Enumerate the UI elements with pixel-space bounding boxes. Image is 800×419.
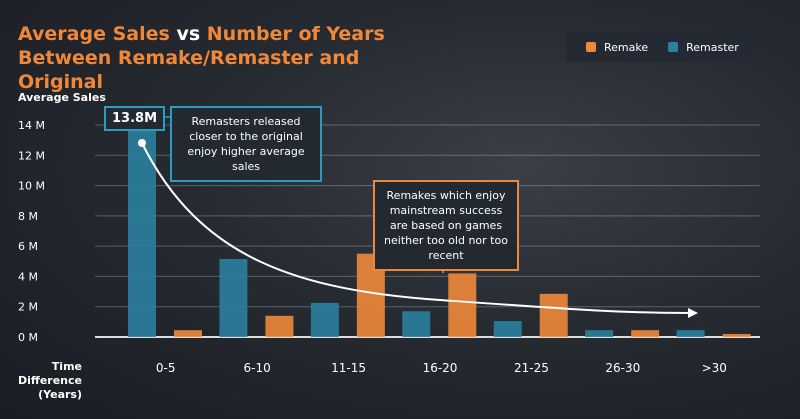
bar-remaster bbox=[128, 128, 156, 337]
y-tick-label: 6 M bbox=[18, 240, 38, 253]
y-tick-label: 0 M bbox=[18, 331, 38, 344]
x-tick-label: 21-25 bbox=[514, 361, 549, 375]
trend-curve bbox=[141, 142, 691, 314]
peak-value-label: 13.8M bbox=[104, 106, 166, 131]
x-tick-label: 16-20 bbox=[423, 361, 458, 375]
remaster-annotation: Remasters released closer to the origina… bbox=[170, 106, 322, 182]
bar-remake bbox=[448, 273, 477, 337]
trend-arrow-icon bbox=[688, 308, 698, 318]
y-tick-label: 12 M bbox=[18, 149, 45, 162]
y-tick-label: 4 M bbox=[18, 270, 38, 283]
chart-title: Average Sales vs Number of Years Between… bbox=[18, 23, 385, 93]
x-tick-label: 11-15 bbox=[331, 361, 366, 375]
x-axis-label: Difference bbox=[18, 374, 82, 387]
bar-remake bbox=[265, 315, 294, 337]
bar-remaster bbox=[493, 321, 522, 337]
bar-remaster bbox=[219, 259, 248, 337]
trend-start-dot bbox=[138, 139, 146, 147]
bar-remake bbox=[722, 333, 751, 337]
y-tick-label: 2 M bbox=[18, 301, 38, 314]
legend-swatch-remaster bbox=[668, 42, 679, 52]
x-axis-label: Time bbox=[52, 360, 82, 373]
y-tick-label: 8 M bbox=[18, 210, 38, 223]
x-tick-label: 6-10 bbox=[244, 361, 271, 375]
y-tick-label: 14 M bbox=[18, 119, 45, 132]
legend-label-remaster: Remaster bbox=[686, 40, 739, 54]
bar-remaster bbox=[585, 330, 614, 337]
bar-remaster bbox=[310, 302, 339, 337]
bar-remake bbox=[174, 330, 202, 337]
x-tick-label: >30 bbox=[702, 361, 727, 375]
legend: Remake Remaster bbox=[566, 32, 754, 62]
x-tick-label: 26-30 bbox=[605, 361, 640, 375]
legend-swatch-remake bbox=[586, 42, 596, 52]
bar-remake bbox=[631, 330, 660, 337]
y-axis-label: Average Sales bbox=[18, 91, 106, 104]
remake-annotation: Remakes which enjoy mainstream success a… bbox=[373, 180, 519, 271]
legend-label-remake: Remake bbox=[604, 40, 649, 54]
x-tick-label: 0-5 bbox=[156, 361, 176, 375]
bar-remaster bbox=[676, 330, 705, 337]
bar-remake bbox=[539, 293, 568, 337]
x-axis-label: (Years) bbox=[38, 388, 82, 401]
bar-remaster bbox=[402, 311, 431, 337]
y-tick-label: 10 M bbox=[18, 180, 45, 193]
